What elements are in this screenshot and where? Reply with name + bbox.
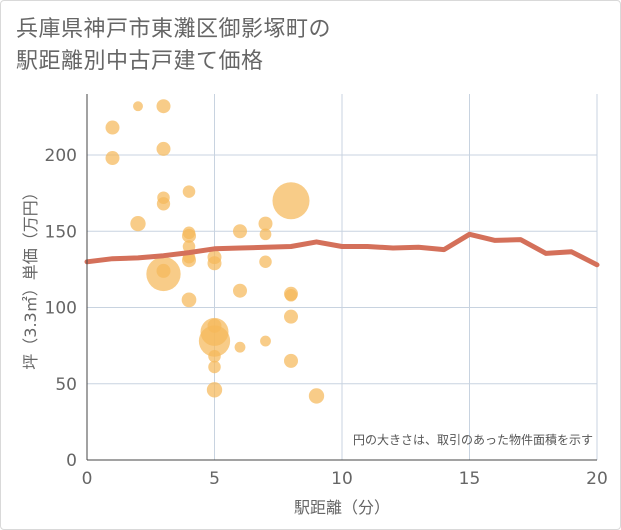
data-bubble <box>272 182 310 220</box>
data-bubble <box>105 120 120 135</box>
data-bubble <box>207 256 222 271</box>
data-bubble <box>156 141 171 156</box>
x-tick-label: 15 <box>459 469 481 489</box>
data-bubble <box>284 289 298 302</box>
y-tick-label: 50 <box>55 375 77 395</box>
data-bubble <box>260 335 271 347</box>
data-bubble <box>105 151 120 166</box>
data-bubble <box>284 309 298 324</box>
y-tick-label: 100 <box>45 299 77 319</box>
x-tick-label: 10 <box>331 469 353 489</box>
data-bubble <box>234 341 246 353</box>
data-bubble <box>206 382 223 398</box>
data-bubble <box>308 388 325 404</box>
x-tick-label: 5 <box>209 469 220 489</box>
data-bubble <box>156 263 171 278</box>
data-bubble <box>156 99 171 114</box>
data-bubble <box>233 224 247 239</box>
chart-title: 兵庫県神戸市東灘区御影塚町の 駅距離別中古戸建て価格 <box>16 14 331 78</box>
y-tick-label: 200 <box>45 146 77 166</box>
y-tick-label: 0 <box>66 451 77 471</box>
data-bubble <box>208 360 221 374</box>
data-bubble <box>157 191 170 204</box>
chart-title-line-2: 駅距離別中古戸建て価格 <box>16 49 264 74</box>
data-bubble <box>130 215 146 232</box>
data-bubble <box>258 216 273 231</box>
y-tick-label: 150 <box>45 222 77 242</box>
data-bubble <box>233 283 247 298</box>
bubble-series <box>105 99 325 404</box>
size-legend-note: 円の大きさは、取引のあった物件面積を示す <box>353 432 593 447</box>
y-axis-title: 坪（3.3㎡）単価（万円） <box>21 184 40 369</box>
data-bubble <box>208 350 221 363</box>
chart-title-line-1: 兵庫県神戸市東灘区御影塚町の <box>16 17 332 42</box>
data-bubble <box>133 101 143 112</box>
x-tick-label: 20 <box>586 469 608 489</box>
data-bubble <box>259 228 272 241</box>
grid-lines <box>87 94 598 460</box>
data-bubble <box>284 353 298 368</box>
data-bubble <box>182 226 196 240</box>
trend-line <box>84 231 600 268</box>
data-bubble <box>207 318 222 333</box>
data-bubble <box>182 185 196 198</box>
x-axis-title: 駅距離（分） <box>294 498 390 517</box>
data-bubble <box>181 292 197 308</box>
data-bubble <box>259 255 272 269</box>
x-tick-label: 0 <box>82 469 93 489</box>
